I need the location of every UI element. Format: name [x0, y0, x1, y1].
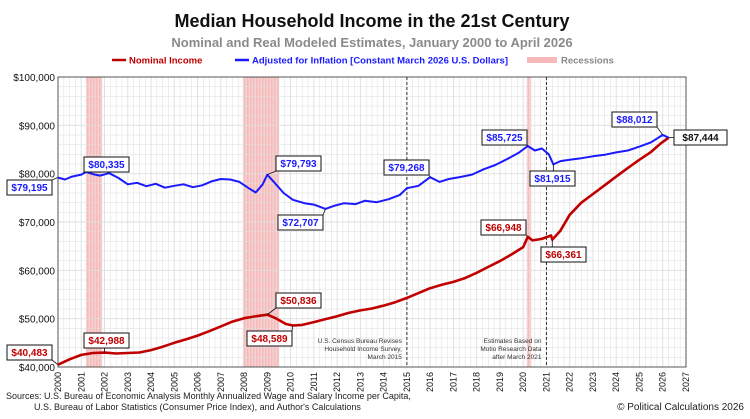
x-tick-label: 2009 — [262, 372, 272, 392]
callout-label: $66,948 — [485, 223, 522, 234]
source-line-2: U.S. Bureau of Labor Statistics (Consume… — [34, 402, 361, 412]
y-tick-label: $80,000 — [19, 170, 56, 181]
y-tick-label: $70,000 — [19, 218, 56, 229]
x-tick-label: 2020 — [518, 372, 528, 392]
y-tick-label: $60,000 — [19, 266, 56, 277]
x-tick-label: 2000 — [53, 372, 63, 392]
callout-label: $48,589 — [251, 334, 288, 345]
x-tick-label: 2012 — [332, 372, 342, 392]
callout-label: $66,361 — [545, 250, 582, 261]
annotation-text: March 2015 — [368, 354, 403, 361]
x-tick-label: 2003 — [123, 372, 133, 392]
callout-label: $79,268 — [388, 163, 425, 174]
x-tick-label: 2024 — [611, 372, 621, 392]
legend-label-2: Recessions — [561, 56, 614, 67]
legend-label-1: Adjusted for Inflation [Constant March 2… — [252, 56, 508, 67]
callout-label: $72,707 — [282, 218, 319, 229]
x-tick-label: 2001 — [76, 372, 86, 392]
chart-title: Median Household Income in the 21st Cent… — [174, 11, 569, 31]
annotation-text: Motio Research Data — [480, 346, 541, 353]
chart-subtitle: Nominal and Real Modeled Estimates, Janu… — [171, 35, 572, 50]
x-tick-label: 2005 — [169, 372, 179, 392]
annotation-text: Household Income Survey, — [324, 346, 402, 353]
legend-swatch-recessions — [527, 57, 557, 63]
callout-label: $79,793 — [280, 159, 317, 170]
x-tick-label: 2017 — [448, 372, 458, 392]
x-tick-label: 2022 — [565, 372, 575, 392]
x-tick-label: 2016 — [425, 372, 435, 392]
y-tick-label: $90,000 — [19, 121, 56, 132]
x-tick-label: 2010 — [286, 372, 296, 392]
callout-label: $87,444 — [682, 133, 719, 144]
callout-label: $88,012 — [616, 115, 653, 126]
annotation-text: after March 2021 — [492, 354, 542, 361]
legend-label-0: Nominal Income — [129, 56, 202, 67]
x-tick-label: 2011 — [309, 372, 319, 391]
x-tick-label: 2006 — [193, 372, 203, 392]
y-tick-label: $50,000 — [19, 315, 56, 326]
callout-label: $50,836 — [280, 296, 317, 307]
x-tick-label: 2014 — [379, 372, 389, 392]
callout-label: $79,195 — [11, 183, 48, 194]
callout-label: $85,725 — [486, 133, 523, 144]
x-tick-label: 2023 — [588, 372, 598, 392]
x-tick-label: 2018 — [472, 372, 482, 392]
annotation-text: Estimates Based on — [484, 338, 542, 345]
x-tick-label: 2021 — [541, 372, 551, 392]
x-tick-label: 2007 — [216, 372, 226, 392]
callout-label: $80,335 — [88, 160, 125, 171]
x-tick-label: 2027 — [681, 372, 691, 392]
x-tick-label: 2008 — [239, 372, 249, 392]
callout-label: $42,988 — [88, 336, 125, 347]
y-tick-label: $40,000 — [19, 363, 56, 374]
x-tick-label: 2015 — [402, 372, 412, 392]
x-tick-label: 2002 — [100, 372, 110, 392]
x-tick-label: 2026 — [658, 372, 668, 392]
x-tick-label: 2025 — [634, 372, 644, 392]
source-line-1: Sources: U.S. Bureau of Economic Analysi… — [6, 391, 411, 401]
x-tick-label: 2013 — [355, 372, 365, 392]
callout-label: $81,915 — [534, 174, 571, 185]
x-tick-label: 2004 — [146, 372, 156, 392]
y-tick-label: $100,000 — [13, 73, 55, 84]
callout-label: $40,483 — [11, 348, 48, 359]
x-tick-label: 2019 — [495, 372, 505, 392]
credit-text: © Political Calculations 2026 — [617, 402, 744, 413]
annotation-text: U.S. Census Bureau Revises — [318, 338, 403, 345]
